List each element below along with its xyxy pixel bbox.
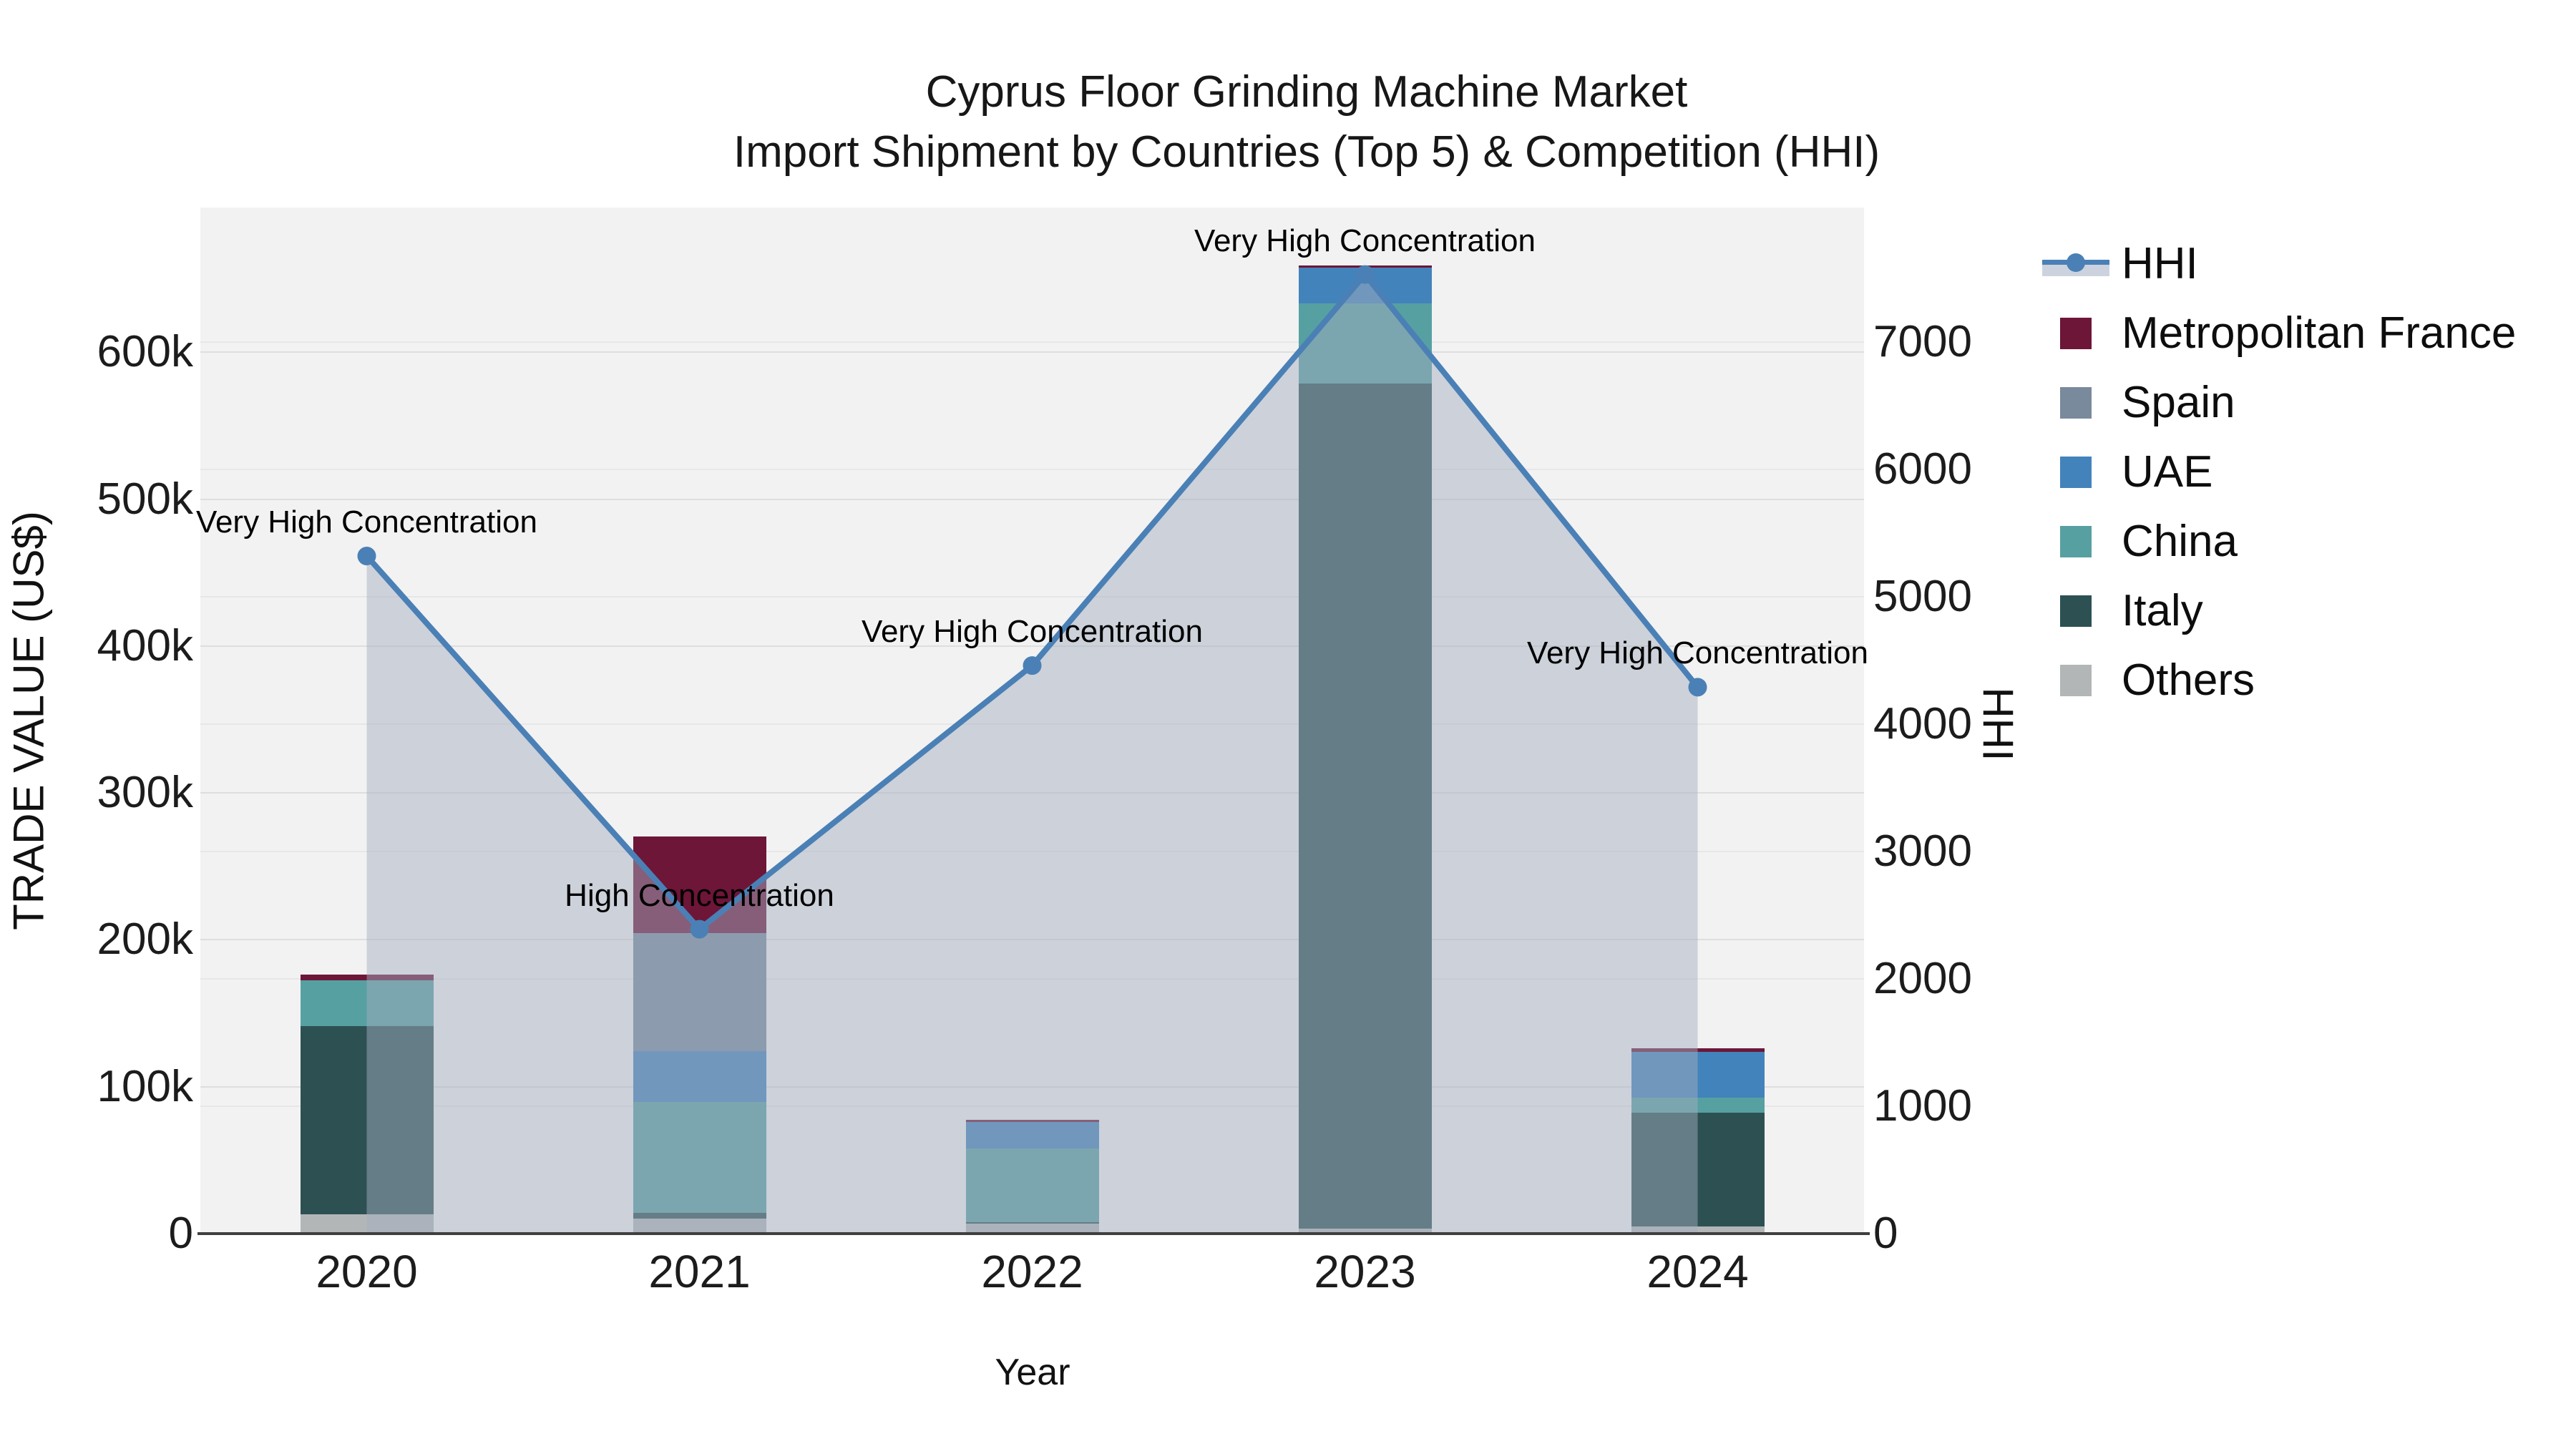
gridline-left-500k <box>200 498 1864 500</box>
y-right-tick-4000: 4000 <box>1873 698 1972 748</box>
bar-2022-metropolitan-france <box>965 1119 1099 1122</box>
legend-label: Metropolitan France <box>2122 308 2517 358</box>
y-axis-label-right: HHI <box>1974 687 2022 761</box>
y-right-tick-3000: 3000 <box>1873 826 1972 876</box>
bar-2024-italy <box>1631 1112 1765 1226</box>
x-tick-2024: 2024 <box>1646 1246 1749 1297</box>
x-tick-2021: 2021 <box>648 1246 751 1297</box>
y-right-tick-5000: 5000 <box>1873 571 1972 621</box>
bar-2020-china <box>300 980 434 1026</box>
legend-label: Italy <box>2122 586 2203 635</box>
annotation-2022: Very High Concentration <box>862 614 1203 650</box>
y-left-tick-600k: 600k <box>97 327 193 377</box>
legend-item-spain: Spain <box>2042 368 2516 437</box>
legend-swatch-others <box>2042 659 2109 702</box>
color-swatch <box>2060 386 2092 419</box>
y-right-tick-6000: 6000 <box>1873 444 1972 494</box>
gridline-right-7000 <box>200 341 1864 343</box>
bar-2024-uae <box>1631 1052 1765 1098</box>
x-axis-label: Year <box>995 1352 1070 1393</box>
legend-swatch-china <box>2042 520 2109 563</box>
annotation-2020: Very High Concentration <box>196 504 537 540</box>
legend-item-china: China <box>2042 507 2516 576</box>
legend-item-metropolitan-france: Metropolitan France <box>2042 298 2516 368</box>
bar-2024-metropolitan-france <box>1631 1048 1765 1053</box>
legend-label: China <box>2122 517 2238 566</box>
bar-2024-china <box>1631 1098 1765 1113</box>
bar-2022-italy <box>965 1221 1099 1224</box>
y-left-tick-100k: 100k <box>97 1061 193 1111</box>
bar-2021-italy <box>633 1213 766 1219</box>
y-right-tick-1000: 1000 <box>1873 1080 1972 1131</box>
legend-swatch-uae <box>2042 451 2109 494</box>
legend-swatch-spain <box>2042 381 2109 424</box>
bar-2021-china <box>633 1102 766 1214</box>
gridline-right-1000 <box>200 1105 1864 1107</box>
legend-item-hhi: HHI <box>2042 229 2516 298</box>
y-right-tick-7000: 7000 <box>1873 316 1972 366</box>
y-right-tick-2000: 2000 <box>1873 953 1972 1003</box>
y-left-tick-0: 0 <box>168 1209 193 1258</box>
bar-2023-others <box>1298 1228 1432 1234</box>
legend-swatch-metropolitan-france <box>2042 312 2109 355</box>
bar-2023-uae <box>1298 268 1432 304</box>
gridline-left-100k <box>200 1085 1864 1088</box>
legend-item-uae: UAE <box>2042 437 2516 507</box>
legend-label: UAE <box>2122 447 2213 497</box>
x-axis-line <box>197 1232 1870 1235</box>
legend-swatch-italy <box>2042 590 2109 633</box>
color-swatch <box>2060 664 2092 696</box>
hhi-line-legend-symbol <box>2042 243 2109 286</box>
y-axis-label-left: TRADE VALUE (US$) <box>4 511 53 930</box>
gridline-right-2000 <box>200 977 1864 980</box>
y-left-tick-500k: 500k <box>97 474 193 524</box>
annotation-2024: Very High Concentration <box>1527 635 1868 671</box>
bar-2023-china <box>1298 303 1432 384</box>
bar-2023-metropolitan-france <box>1298 265 1432 268</box>
bar-2020-others <box>300 1214 434 1234</box>
gridline-left-200k <box>200 939 1864 941</box>
color-swatch <box>2060 595 2092 627</box>
bar-2022-others <box>965 1223 1099 1234</box>
bar-2020-italy <box>300 1025 434 1215</box>
plot-area <box>200 208 1864 1234</box>
legend-item-italy: Italy <box>2042 576 2516 645</box>
chart-title-line1: Cyprus Floor Grinding Machine Market <box>925 67 1688 117</box>
bar-2022-uae <box>965 1121 1099 1148</box>
legend-item-others: Others <box>2042 645 2516 715</box>
gridline-right-6000 <box>200 468 1864 470</box>
bar-2024-others <box>1631 1226 1765 1234</box>
y-right-tick-0: 0 <box>1873 1209 1898 1258</box>
legend-label: HHI <box>2122 239 2198 288</box>
y-left-tick-200k: 200k <box>97 914 193 965</box>
x-tick-2023: 2023 <box>1314 1246 1416 1297</box>
hhi-marker-sample <box>2067 253 2085 272</box>
bar-2021-uae <box>633 1051 766 1103</box>
gridline-right-3000 <box>200 850 1864 852</box>
legend: HHI Metropolitan France Spain UAE China Italy… <box>2042 229 2516 715</box>
bar-2020-metropolitan-france <box>300 974 434 980</box>
color-swatch <box>2060 525 2092 557</box>
annotation-2023: Very High Concentration <box>1194 223 1536 258</box>
annotation-2021: High Concentration <box>565 877 834 913</box>
gridline-right-4000 <box>200 723 1864 725</box>
y-left-tick-300k: 300k <box>97 768 193 818</box>
color-swatch <box>2060 317 2092 349</box>
bar-2021-others <box>633 1219 766 1234</box>
x-tick-2022: 2022 <box>981 1246 1083 1297</box>
bar-2021-spain <box>633 933 766 1052</box>
gridline-right-5000 <box>200 595 1864 597</box>
bar-2022-china <box>965 1148 1099 1222</box>
legend-label: Others <box>2122 655 2255 705</box>
gridline-left-600k <box>200 351 1864 353</box>
chart-title-line2: Import Shipment by Countries (Top 5) & C… <box>733 127 1880 177</box>
legend-label: Spain <box>2122 378 2235 427</box>
x-tick-2020: 2020 <box>316 1246 418 1297</box>
gridline-left-300k <box>200 792 1864 794</box>
color-swatch <box>2060 456 2092 488</box>
y-left-tick-400k: 400k <box>97 620 193 670</box>
bar-2023-italy <box>1298 384 1432 1229</box>
